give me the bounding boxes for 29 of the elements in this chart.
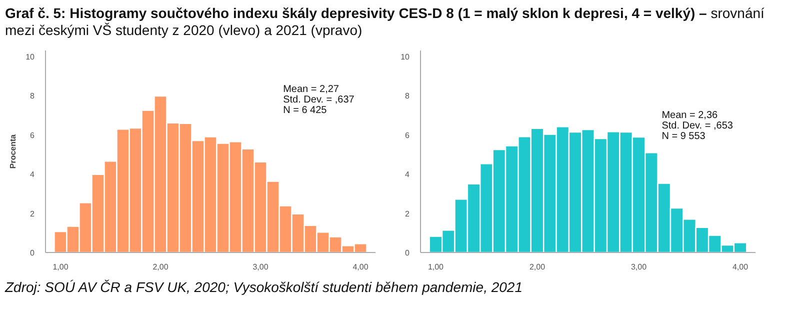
x-tick-label: 3,00 (630, 262, 648, 272)
annotation: N = 6 425 (283, 104, 328, 116)
annotation: Mean = 2,27 (283, 84, 340, 95)
x-tick-label: 4,00 (352, 262, 369, 272)
y-tick-label: 4 (405, 170, 410, 180)
y-tick-label: 2 (30, 209, 36, 218)
x-tick-label: 1,00 (428, 262, 444, 272)
annotation: Mean = 2,36 (662, 110, 718, 122)
annotation: N = 9 553 (662, 131, 706, 142)
y-tick-label: 10 (400, 52, 410, 62)
chart-title: Graf č. 5: Histogramy součtového indexu škály depresivity CES-D 8 (1 = malý sklon k depresi, 4 = velký) – (5, 5, 707, 21)
y-tick-label: 6 (405, 130, 410, 140)
y-tick-label: 8 (405, 92, 410, 101)
x-tick-label: 2,00 (152, 262, 169, 272)
y-tick-label: 10 (26, 52, 36, 62)
y-tick-label: 0 (30, 248, 36, 258)
x-tick-label: 1,00 (52, 262, 69, 272)
y-tick-label: 4 (30, 170, 36, 180)
annotation: Std. Dev. = ,653 (662, 120, 734, 132)
y-tick-label: 8 (30, 92, 36, 101)
y-tick-label: 2 (405, 209, 410, 218)
x-tick-label: 4,00 (732, 262, 749, 272)
y-axis-title: Procenta (8, 134, 18, 169)
y-tick-label: 6 (30, 130, 36, 140)
annotation: Std. Dev. = ,637 (283, 94, 355, 106)
x-tick-label: 2,00 (529, 262, 546, 272)
text: Zdroj: SOÚ AV ČR a FSV UK, 2020; Vysokoškolští studenti během pandemie, 2021 (5, 279, 522, 295)
x-tick-label: 3,00 (252, 262, 269, 272)
y-tick-label: 0 (405, 248, 410, 258)
